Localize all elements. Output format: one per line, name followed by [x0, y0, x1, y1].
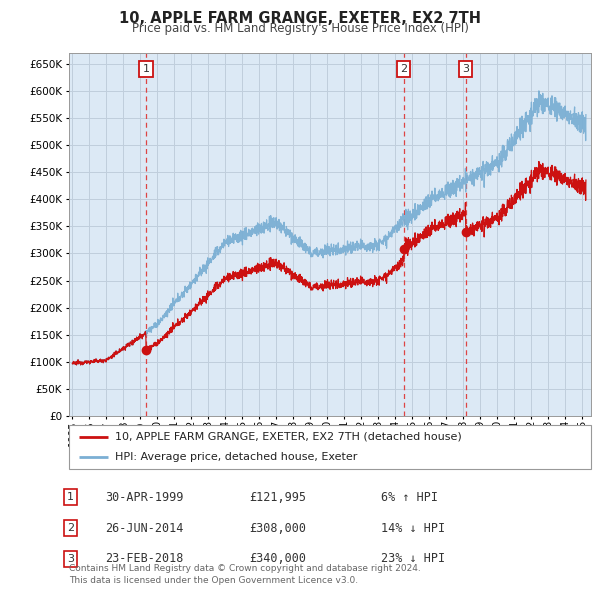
Text: 14% ↓ HPI: 14% ↓ HPI: [381, 522, 445, 535]
Text: HPI: Average price, detached house, Exeter: HPI: Average price, detached house, Exet…: [115, 452, 358, 462]
Text: 10, APPLE FARM GRANGE, EXETER, EX2 7TH (detached house): 10, APPLE FARM GRANGE, EXETER, EX2 7TH (…: [115, 432, 461, 442]
Text: £121,995: £121,995: [249, 491, 306, 504]
Text: 10, APPLE FARM GRANGE, EXETER, EX2 7TH: 10, APPLE FARM GRANGE, EXETER, EX2 7TH: [119, 11, 481, 25]
Text: 1: 1: [143, 64, 149, 74]
Text: 3: 3: [67, 554, 74, 563]
Text: 30-APR-1999: 30-APR-1999: [105, 491, 184, 504]
Text: 2: 2: [400, 64, 407, 74]
Text: 3: 3: [463, 64, 469, 74]
Text: 6% ↑ HPI: 6% ↑ HPI: [381, 491, 438, 504]
Text: Contains HM Land Registry data © Crown copyright and database right 2024.
This d: Contains HM Land Registry data © Crown c…: [69, 565, 421, 585]
Text: £340,000: £340,000: [249, 552, 306, 565]
Text: 26-JUN-2014: 26-JUN-2014: [105, 522, 184, 535]
Text: 23% ↓ HPI: 23% ↓ HPI: [381, 552, 445, 565]
Text: 23-FEB-2018: 23-FEB-2018: [105, 552, 184, 565]
Text: Price paid vs. HM Land Registry's House Price Index (HPI): Price paid vs. HM Land Registry's House …: [131, 22, 469, 35]
Text: 1: 1: [67, 493, 74, 502]
Text: 2: 2: [67, 523, 74, 533]
Text: £308,000: £308,000: [249, 522, 306, 535]
